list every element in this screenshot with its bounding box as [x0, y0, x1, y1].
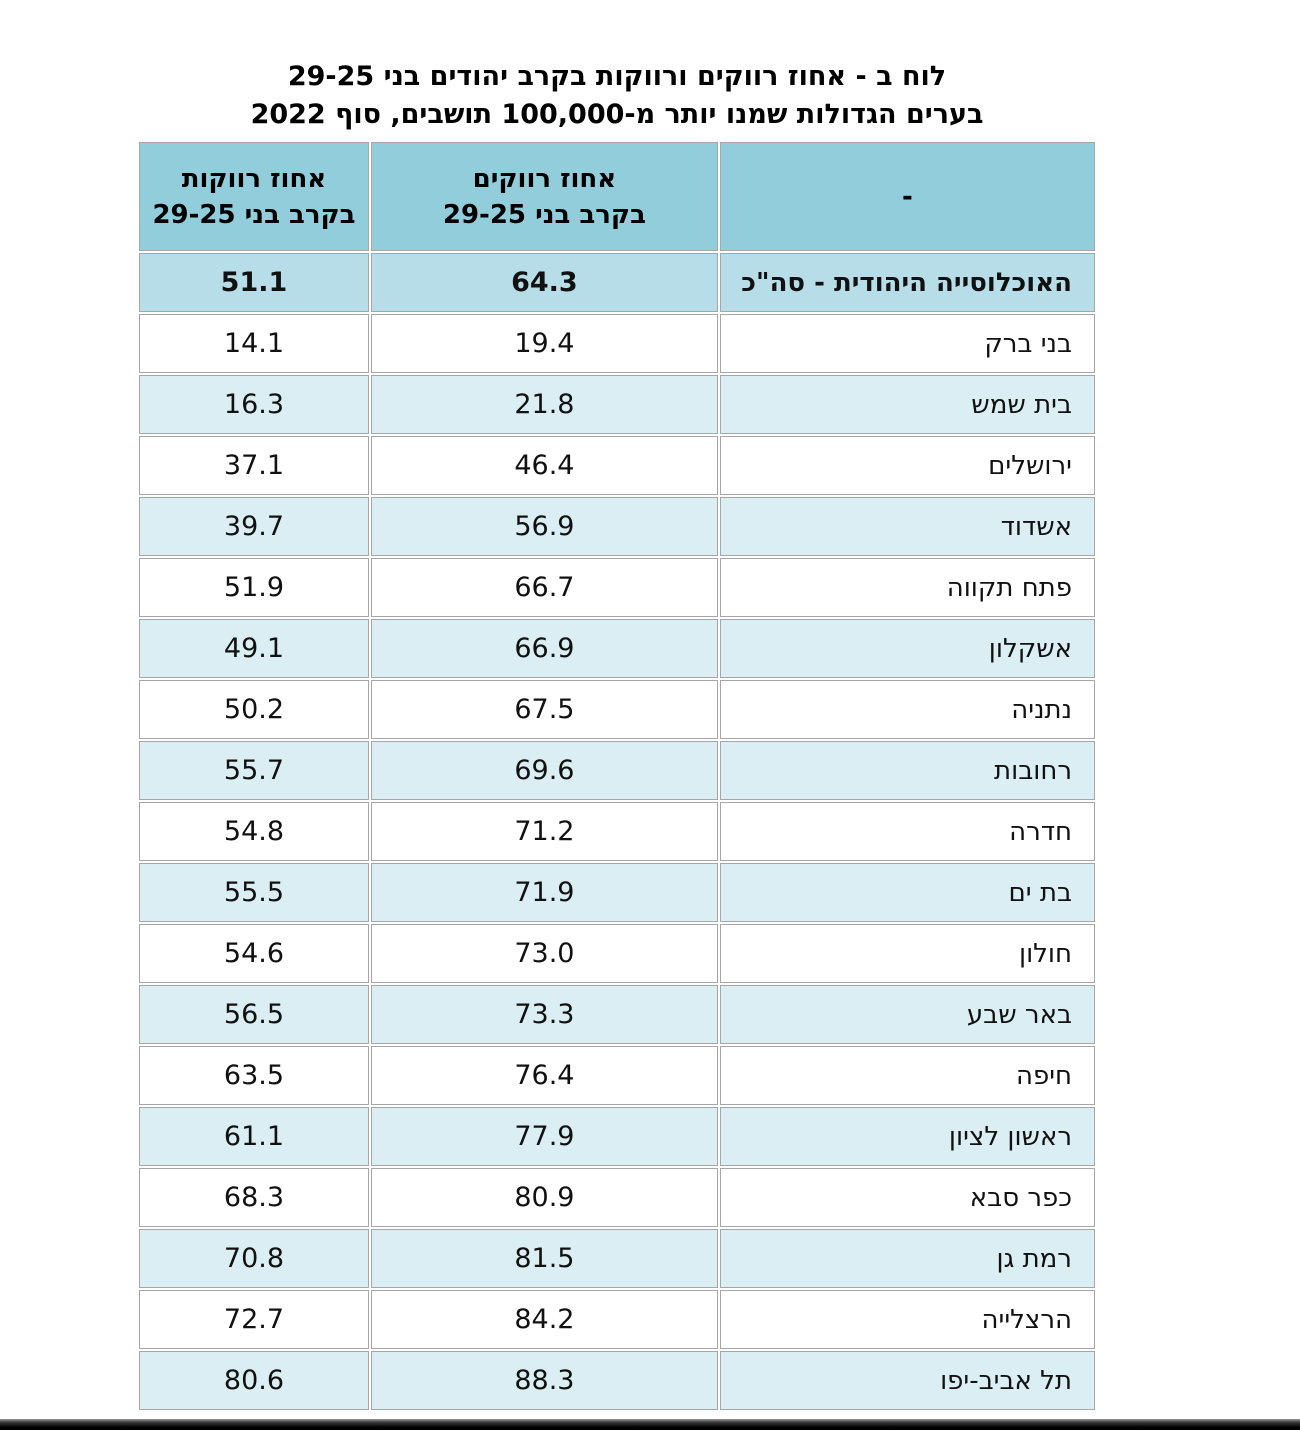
- header-row: - אחוז רווקים בקרב בני 29-25 אחוז רווקות…: [139, 142, 1095, 251]
- table-title-line1: לוח ב - אחוז רווקים ורווקות בקרב יהודים …: [287, 61, 947, 92]
- men-value-cell: 21.8: [370, 375, 718, 434]
- city-cell: אשקלון: [719, 619, 1095, 678]
- women-value-cell: 70.8: [139, 1229, 369, 1288]
- city-cell: בני ברק: [719, 314, 1095, 373]
- men-value-cell: 66.7: [370, 558, 718, 617]
- table-row: ירושלים 46.4 37.1: [139, 436, 1095, 495]
- table-row: הרצלייה 84.2 72.7: [139, 1290, 1095, 1349]
- men-value-cell: 69.6: [370, 741, 718, 800]
- table-row: בת ים 71.9 55.5: [139, 863, 1095, 922]
- city-cell: ראשון לציון: [719, 1107, 1095, 1166]
- total-women-cell: 51.1: [139, 253, 369, 312]
- men-value-cell: 46.4: [370, 436, 718, 495]
- table-row: חולון 73.0 54.6: [139, 924, 1095, 983]
- men-value-cell: 71.2: [370, 802, 718, 861]
- table-row: ראשון לציון 77.9 61.1: [139, 1107, 1095, 1166]
- table-title-line2: בערים הגדולות שמנו יותר מ-100,000 תושבים…: [250, 99, 984, 130]
- men-value-cell: 67.5: [370, 680, 718, 739]
- women-value-cell: 54.6: [139, 924, 369, 983]
- table-row: נתניה 67.5 50.2: [139, 680, 1095, 739]
- city-cell: נתניה: [719, 680, 1095, 739]
- women-value-cell: 16.3: [139, 375, 369, 434]
- men-value-cell: 81.5: [370, 1229, 718, 1288]
- header-women: אחוז רווקות בקרב בני 29-25: [139, 142, 369, 251]
- women-value-cell: 68.3: [139, 1168, 369, 1227]
- table-row: באר שבע 73.3 56.5: [139, 985, 1095, 1044]
- men-value-cell: 73.3: [370, 985, 718, 1044]
- women-value-cell: 49.1: [139, 619, 369, 678]
- men-value-cell: 76.4: [370, 1046, 718, 1105]
- women-value-cell: 14.1: [139, 314, 369, 373]
- table-row: תל אביב-יפו 88.3 80.6: [139, 1351, 1095, 1410]
- header-men-line2: בקרב בני 29-25: [442, 199, 646, 230]
- header-men: אחוז רווקים בקרב בני 29-25: [370, 142, 718, 251]
- table-row: אשדוד 56.9 39.7: [139, 497, 1095, 556]
- table-title: לוח ב - אחוז רווקים ורווקות בקרב יהודים …: [137, 58, 1097, 134]
- table-row: פתח תקווה 66.7 51.9: [139, 558, 1095, 617]
- table-row: כפר סבא 80.9 68.3: [139, 1168, 1095, 1227]
- men-value-cell: 77.9: [370, 1107, 718, 1166]
- city-cell: באר שבע: [719, 985, 1095, 1044]
- table-body: האוכלוסייה היהודית - סה"כ 64.3 51.1 בני …: [139, 253, 1095, 1410]
- table-row: חדרה 71.2 54.8: [139, 802, 1095, 861]
- table-row: רחובות 69.6 55.7: [139, 741, 1095, 800]
- total-label-cell: האוכלוסייה היהודית - סה"כ: [719, 253, 1095, 312]
- city-cell: חיפה: [719, 1046, 1095, 1105]
- table-row: רמת גן 81.5 70.8: [139, 1229, 1095, 1288]
- men-value-cell: 84.2: [370, 1290, 718, 1349]
- women-value-cell: 72.7: [139, 1290, 369, 1349]
- men-value-cell: 88.3: [370, 1351, 718, 1410]
- men-value-cell: 80.9: [370, 1168, 718, 1227]
- header-women-line2: בקרב בני 29-25: [152, 199, 356, 230]
- city-cell: בת ים: [719, 863, 1095, 922]
- women-value-cell: 80.6: [139, 1351, 369, 1410]
- total-row: האוכלוסייה היהודית - סה"כ 64.3 51.1: [139, 253, 1095, 312]
- table-row: בית שמש 21.8 16.3: [139, 375, 1095, 434]
- men-value-cell: 19.4: [370, 314, 718, 373]
- city-cell: פתח תקווה: [719, 558, 1095, 617]
- table-row: בני ברק 19.4 14.1: [139, 314, 1095, 373]
- women-value-cell: 61.1: [139, 1107, 369, 1166]
- women-value-cell: 63.5: [139, 1046, 369, 1105]
- header-women-line1: אחוז רווקות: [181, 163, 327, 194]
- city-cell: בית שמש: [719, 375, 1095, 434]
- city-cell: אשדוד: [719, 497, 1095, 556]
- table-row: אשקלון 66.9 49.1: [139, 619, 1095, 678]
- women-value-cell: 50.2: [139, 680, 369, 739]
- bottom-bar: [0, 1419, 1300, 1430]
- total-men-cell: 64.3: [370, 253, 718, 312]
- table-row: חיפה 76.4 63.5: [139, 1046, 1095, 1105]
- women-value-cell: 39.7: [139, 497, 369, 556]
- city-cell: ירושלים: [719, 436, 1095, 495]
- city-cell: רחובות: [719, 741, 1095, 800]
- men-value-cell: 66.9: [370, 619, 718, 678]
- header-men-line1: אחוז רווקים: [472, 163, 617, 194]
- city-cell: תל אביב-יפו: [719, 1351, 1095, 1410]
- women-value-cell: 55.7: [139, 741, 369, 800]
- singles-table: - אחוז רווקים בקרב בני 29-25 אחוז רווקות…: [137, 140, 1097, 1412]
- men-value-cell: 71.9: [370, 863, 718, 922]
- city-cell: חולון: [719, 924, 1095, 983]
- women-value-cell: 56.5: [139, 985, 369, 1044]
- men-value-cell: 73.0: [370, 924, 718, 983]
- city-cell: חדרה: [719, 802, 1095, 861]
- header-city-dash: -: [719, 142, 1095, 251]
- women-value-cell: 54.8: [139, 802, 369, 861]
- women-value-cell: 51.9: [139, 558, 369, 617]
- city-cell: כפר סבא: [719, 1168, 1095, 1227]
- men-value-cell: 56.9: [370, 497, 718, 556]
- city-cell: רמת גן: [719, 1229, 1095, 1288]
- city-cell: הרצלייה: [719, 1290, 1095, 1349]
- women-value-cell: 37.1: [139, 436, 369, 495]
- women-value-cell: 55.5: [139, 863, 369, 922]
